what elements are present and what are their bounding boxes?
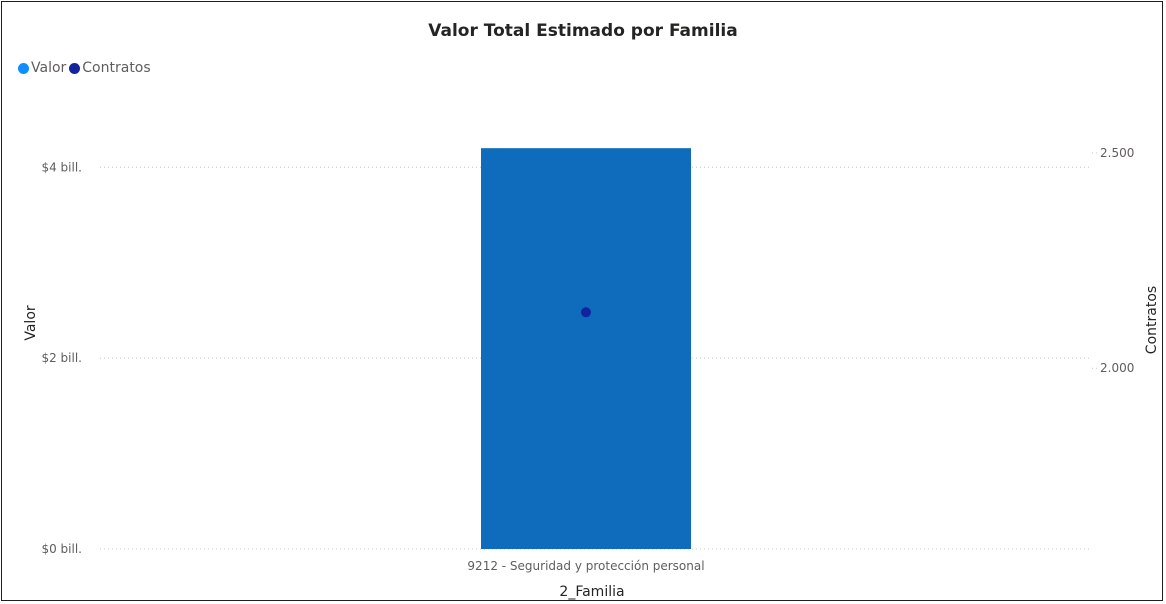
points (581, 307, 591, 318)
y-tick-label: $2 bill. (41, 351, 82, 365)
legend-marker-valor (18, 62, 29, 74)
point-contratos[interactable] (581, 307, 591, 318)
x-axis-title: 2_Familia (559, 584, 624, 600)
legend-item-contratos[interactable]: Contratos (69, 60, 151, 76)
chart-title: Valor Total Estimado por Familia (428, 21, 738, 41)
y-axis-title: Valor (23, 305, 39, 341)
legend-marker-contratos (69, 62, 81, 74)
legend: Valor Contratos (18, 60, 154, 76)
legend-label-valor: Valor (31, 60, 67, 76)
y2-tick-label: 2.000 (1100, 361, 1134, 375)
y2-axis-title: Contratos (1144, 286, 1160, 354)
y-tick-label: $4 bill. (41, 160, 82, 174)
legend-label-contratos: Contratos (82, 60, 151, 76)
bar-valor[interactable] (481, 148, 691, 549)
legend-item-valor[interactable]: Valor (18, 60, 66, 76)
bars (481, 148, 691, 549)
x-tick-label: 9212 - Seguridad y protección personal (467, 559, 704, 573)
gridlines (100, 152, 1100, 550)
y-tick-label: $0 bill. (41, 542, 82, 556)
tick-labels: $0 bill. $2 bill. $4 bill. 2.000 2.500 9212 -… (41, 146, 1134, 573)
y2-tick-label: 2.500 (1100, 146, 1134, 160)
